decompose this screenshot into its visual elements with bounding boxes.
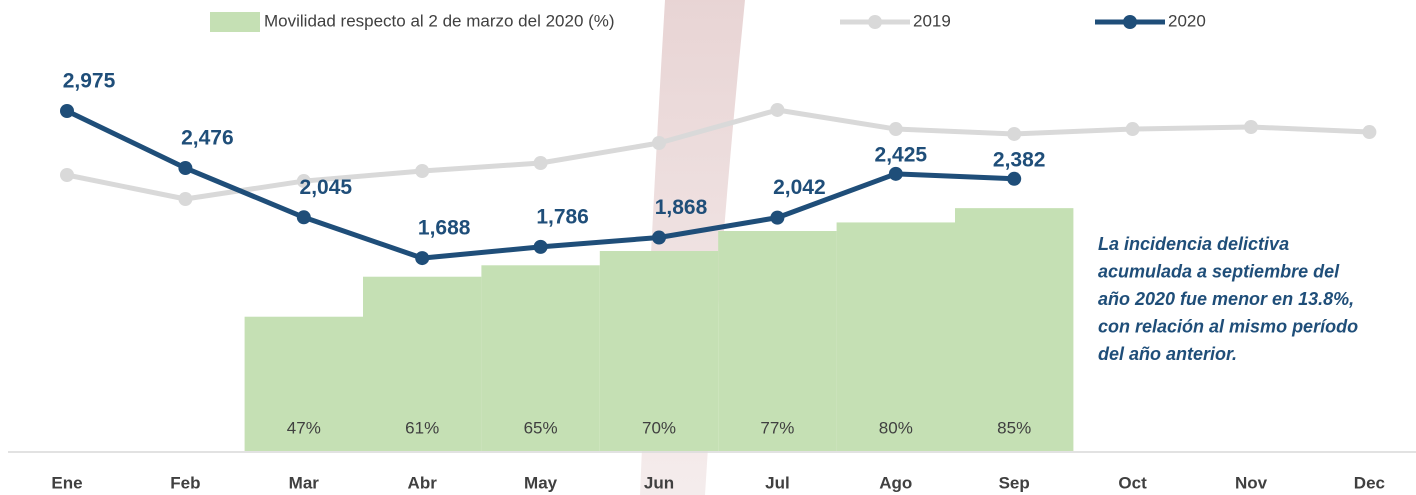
legend-label: 2020 <box>1168 11 1206 30</box>
point <box>415 164 430 178</box>
x-tick-label: Mar <box>289 473 320 492</box>
point <box>652 230 666 245</box>
point <box>652 136 666 150</box>
point <box>770 102 785 117</box>
x-tick-label: Sep <box>999 473 1030 492</box>
bar <box>481 265 600 451</box>
data-label: 2,045 <box>300 176 353 199</box>
point <box>296 210 311 225</box>
point <box>770 210 785 225</box>
bar <box>244 316 363 451</box>
point <box>533 156 548 170</box>
bar <box>955 208 1074 451</box>
data-label: 1,868 <box>655 196 708 219</box>
x-tick-label: Jul <box>765 473 790 492</box>
data-label: 2,382 <box>993 148 1046 171</box>
x-tick-label: Dec <box>1354 473 1385 492</box>
bar-label: 70% <box>642 418 676 437</box>
data-label: 1,688 <box>418 217 471 240</box>
annotation: del año anterior. <box>1098 344 1237 364</box>
point <box>1244 120 1258 134</box>
legend-marker <box>868 15 882 29</box>
point <box>178 161 193 176</box>
data-label: 2,425 <box>875 143 928 166</box>
x-tick-label: Feb <box>170 473 200 492</box>
plot: Ene Feb Mar Abr May Jun Jul Ago Sep Oct Nov Dec 47% 6… <box>51 11 1385 492</box>
point <box>60 168 74 182</box>
x-tick-label: Nov <box>1235 473 1268 492</box>
x-tick-label: Ene <box>51 473 82 492</box>
bar <box>718 231 837 451</box>
bar-label: 61% <box>405 418 439 437</box>
point <box>1125 122 1140 137</box>
line <box>66 107 1370 202</box>
legend-marker <box>1123 15 1137 29</box>
bar <box>363 276 482 451</box>
x-tick-label: May <box>524 473 558 492</box>
point <box>1362 125 1377 140</box>
annotation: La incidencia delictiva <box>1098 234 1289 254</box>
bar-label: 65% <box>524 418 558 437</box>
legend-label: 2019 <box>913 11 951 30</box>
point <box>1007 171 1022 186</box>
x-tick-label: Oct <box>1118 473 1147 492</box>
point <box>888 122 903 137</box>
point <box>415 251 430 266</box>
legend-label: Movilidad respecto al 2 de marzo del 202… <box>264 11 615 30</box>
bar <box>599 251 719 451</box>
point <box>60 104 74 118</box>
annotation: año 2020 fue menor en 13.8%, <box>1098 289 1354 309</box>
data-label: 2,042 <box>773 176 826 199</box>
bar-label: 47% <box>287 418 321 437</box>
bar <box>836 222 955 451</box>
point <box>888 166 903 181</box>
legend-swatch <box>210 12 260 32</box>
x-tick-label: Ago <box>879 473 912 492</box>
data-label: 2,476 <box>181 127 234 150</box>
point <box>1007 126 1022 141</box>
bar-label: 80% <box>879 418 913 437</box>
data-label: 2,975 <box>63 70 116 93</box>
bar-label: 85% <box>997 418 1031 437</box>
point <box>178 192 193 206</box>
bar-label: 77% <box>760 418 794 437</box>
x-tick-label: Abr <box>408 473 438 492</box>
point <box>296 174 311 189</box>
data-label: 1,786 <box>536 205 589 228</box>
x-tick-label: Jun <box>644 473 674 492</box>
point <box>533 239 548 254</box>
annotation: con relación al mismo período <box>1098 316 1358 336</box>
annotation: acumulada a septiembre del <box>1098 261 1340 281</box>
